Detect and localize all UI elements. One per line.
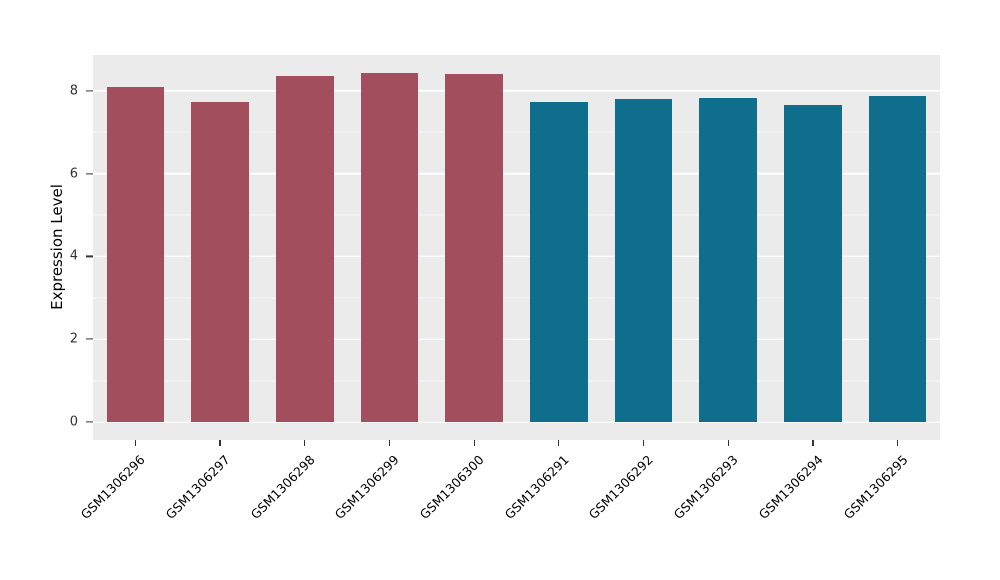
gridline-major xyxy=(93,421,940,423)
y-tick-mark xyxy=(86,172,93,175)
gridline-major xyxy=(93,172,940,175)
y-tick-mark xyxy=(86,338,93,340)
x-tick-label: GSM1306300 xyxy=(416,452,487,523)
bar-GSM1306295 xyxy=(868,96,927,423)
gridline-major xyxy=(93,255,940,258)
x-tick-label: GSM1306299 xyxy=(331,452,403,523)
gridline-major xyxy=(93,89,940,92)
plot-panel xyxy=(93,55,940,440)
x-axis: GSM1306296 GSM1306297 GSM1306298 GSM1306299… xyxy=(78,440,940,580)
gridline-major xyxy=(93,338,940,341)
x-tick-label: GSM1306294 xyxy=(755,452,826,523)
bar-GSM1306292 xyxy=(614,98,673,423)
y-tick-label: 6 xyxy=(69,166,78,182)
gridline-minor xyxy=(93,297,940,299)
x-tick-mark xyxy=(304,440,306,446)
y-axis: 0 2 4 6 8 xyxy=(0,55,93,440)
bar-GSM1306294 xyxy=(784,104,842,423)
x-tick-label: GSM1306297 xyxy=(162,452,233,523)
x-tick-mark xyxy=(812,440,814,446)
bar-GSM1306291 xyxy=(530,101,588,423)
bar-GSM1306298 xyxy=(275,76,334,423)
bar-GSM1306300 xyxy=(445,74,503,423)
x-tick-label: GSM1306293 xyxy=(670,452,741,523)
y-tick-label: 2 xyxy=(69,331,78,347)
x-tick-mark xyxy=(473,440,475,446)
x-tick-label: GSM1306296 xyxy=(77,452,148,523)
gridline-minor xyxy=(93,380,940,382)
y-tick-label: 0 xyxy=(69,414,78,430)
x-tick-mark xyxy=(727,440,729,446)
x-tick-mark xyxy=(558,440,560,446)
y-tick-mark xyxy=(86,90,93,92)
bar-GSM1306293 xyxy=(699,98,758,423)
bar-GSM1306297 xyxy=(191,102,249,423)
bar-GSM1306296 xyxy=(106,86,165,423)
x-tick-mark xyxy=(642,440,645,446)
x-tick-label: GSM1306295 xyxy=(840,452,911,523)
x-tick-label: GSM1306291 xyxy=(501,452,572,523)
x-tick-mark xyxy=(219,440,221,446)
x-tick-mark xyxy=(897,440,899,446)
y-tick-mark xyxy=(86,421,93,423)
bar-GSM1306299 xyxy=(360,72,419,423)
y-tick-mark xyxy=(86,255,93,257)
x-tick-label: GSM1306292 xyxy=(586,452,657,523)
x-tick-label: GSM1306298 xyxy=(247,452,318,523)
x-tick-mark xyxy=(388,440,391,446)
x-tick-mark xyxy=(134,440,136,446)
gridline-minor xyxy=(93,131,940,133)
y-tick-label: 8 xyxy=(69,83,78,99)
gridline-minor xyxy=(93,214,940,216)
y-tick-label: 4 xyxy=(69,248,78,264)
